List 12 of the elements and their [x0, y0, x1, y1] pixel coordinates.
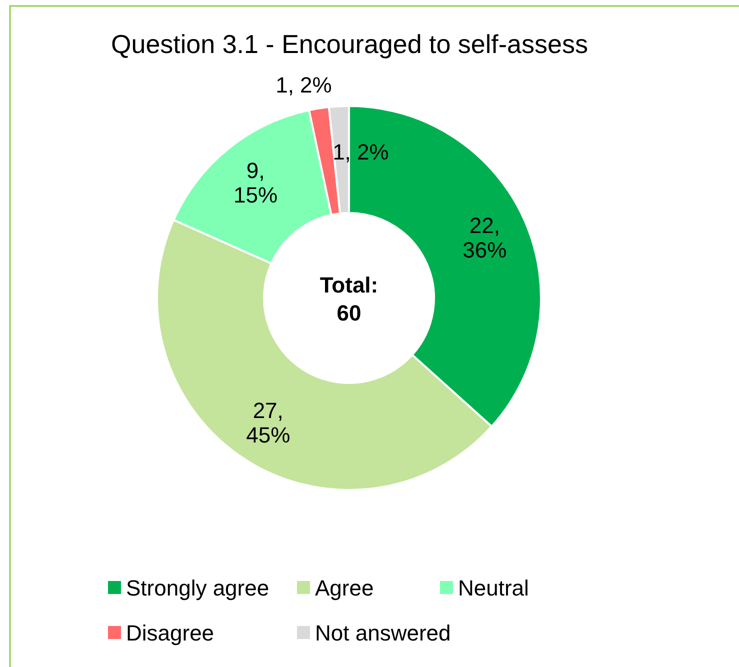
legend-label: Disagree	[126, 620, 214, 646]
legend-label: Not answered	[315, 620, 451, 646]
data-label: 1, 2%	[332, 140, 389, 165]
text: Total: 60	[320, 272, 378, 326]
data-label: 1, 2%	[276, 72, 332, 98]
data-label: 27, 45%	[246, 398, 290, 448]
chart-title: Question 3.1 - Encouraged to self-assess	[111, 29, 588, 59]
data-label: 22, 36%	[462, 213, 507, 262]
legend-label: Neutral	[458, 576, 529, 601]
legend-label: Strongly agree	[126, 576, 270, 601]
data-label: 9, 15%	[234, 158, 278, 208]
legend-label: Agree	[315, 576, 374, 601]
